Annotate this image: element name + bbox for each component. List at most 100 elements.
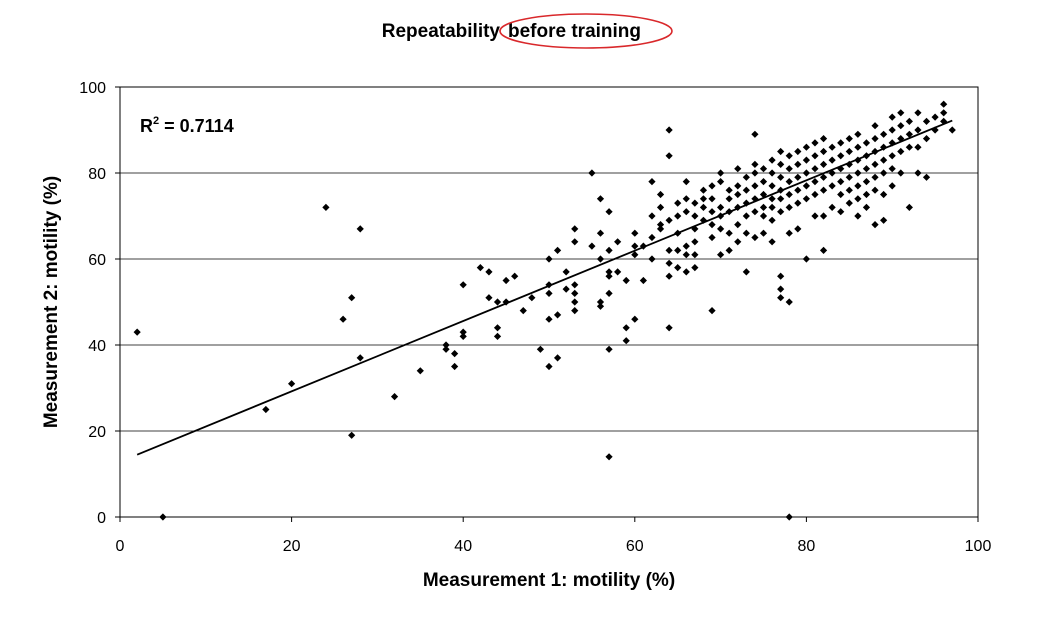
data-point — [691, 251, 699, 259]
data-point — [871, 135, 879, 143]
chart-title: Repeatability before training — [382, 13, 673, 49]
data-point — [356, 354, 364, 362]
data-point — [614, 238, 622, 246]
data-point — [614, 268, 622, 276]
r-squared-base: R — [140, 116, 153, 136]
data-point — [914, 109, 922, 117]
data-point — [708, 307, 716, 315]
data-point — [759, 212, 768, 220]
data-point — [777, 147, 785, 156]
data-point — [571, 225, 579, 233]
data-point — [940, 109, 948, 117]
data-point — [648, 178, 656, 186]
data-point — [682, 178, 690, 186]
data-point — [768, 195, 776, 203]
data-point — [785, 229, 793, 237]
data-point — [674, 264, 682, 272]
chart-title-part2: before training — [508, 21, 641, 42]
data-point — [528, 294, 536, 302]
x-tick-label: 40 — [454, 538, 472, 555]
data-point — [940, 100, 948, 108]
data-point — [699, 203, 708, 211]
plot-area-frame — [119, 86, 979, 518]
data-point — [674, 229, 682, 237]
data-point — [922, 173, 931, 181]
data-point — [631, 315, 639, 323]
data-point — [691, 264, 699, 272]
data-point — [553, 311, 562, 319]
data-point — [742, 173, 750, 181]
data-point — [656, 221, 665, 229]
data-point — [596, 302, 605, 310]
data-point — [682, 242, 690, 250]
data-point — [759, 190, 768, 199]
data-point — [862, 165, 871, 173]
data-point — [725, 229, 733, 237]
data-point — [802, 143, 810, 151]
data-point — [665, 152, 673, 160]
data-point — [862, 203, 871, 211]
title-highlight-ellipse — [499, 13, 673, 49]
data-point — [845, 147, 853, 156]
data-point — [811, 165, 819, 173]
data-point — [759, 203, 768, 211]
y-axis-label: Measurement 2: motility (%) — [41, 176, 62, 428]
data-point — [717, 203, 725, 211]
data-point — [794, 199, 802, 207]
data-point — [734, 165, 742, 173]
data-point — [922, 135, 931, 143]
data-point — [871, 221, 879, 229]
data-point — [665, 259, 673, 267]
data-point — [794, 173, 802, 181]
data-point — [871, 186, 879, 194]
data-point — [905, 117, 913, 125]
data-point — [819, 160, 828, 168]
data-point — [905, 143, 913, 151]
data-point — [656, 203, 665, 211]
data-point — [785, 190, 793, 199]
data-point — [631, 242, 639, 250]
data-point — [768, 203, 776, 211]
data-point — [785, 178, 793, 186]
data-point — [802, 195, 810, 203]
data-point — [493, 324, 502, 332]
y-tick-label: 60 — [88, 252, 106, 269]
data-point — [794, 186, 802, 194]
data-point — [751, 182, 759, 190]
data-point — [605, 246, 613, 254]
data-point — [622, 324, 630, 332]
data-point — [288, 380, 296, 388]
data-point — [322, 203, 330, 211]
data-point — [768, 169, 776, 177]
data-point — [545, 289, 553, 297]
data-point — [871, 160, 879, 168]
r-squared-annotation: R2 = 0.7114 — [140, 115, 234, 136]
data-point — [459, 328, 467, 336]
y-tick-label: 20 — [88, 424, 106, 441]
data-point — [511, 272, 519, 280]
data-point — [948, 126, 956, 134]
data-point — [802, 169, 810, 177]
y-tick-label: 80 — [88, 166, 106, 183]
data-point — [545, 255, 553, 263]
data-point — [742, 212, 750, 220]
data-point — [768, 182, 776, 190]
data-point — [794, 160, 802, 168]
data-point — [819, 147, 828, 156]
data-point — [854, 130, 862, 138]
data-point — [588, 169, 596, 177]
data-point — [862, 190, 871, 199]
data-point — [708, 182, 716, 190]
data-point — [631, 229, 639, 237]
data-point — [802, 156, 810, 164]
data-point — [862, 152, 871, 160]
data-point — [596, 229, 605, 237]
data-point — [665, 246, 673, 254]
data-point — [845, 160, 853, 168]
data-point — [888, 126, 896, 134]
axis-ticks: 0 20 40 60 80 100 0 20 40 60 80 100 — [79, 80, 991, 555]
data-point — [862, 139, 871, 147]
data-point — [502, 276, 510, 285]
x-tick-label: 60 — [626, 538, 644, 555]
